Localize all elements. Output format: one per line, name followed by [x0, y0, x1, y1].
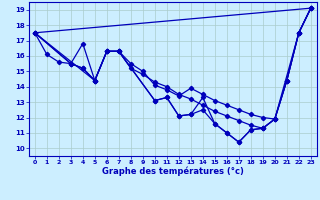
X-axis label: Graphe des températures (°c): Graphe des températures (°c)	[102, 167, 244, 176]
